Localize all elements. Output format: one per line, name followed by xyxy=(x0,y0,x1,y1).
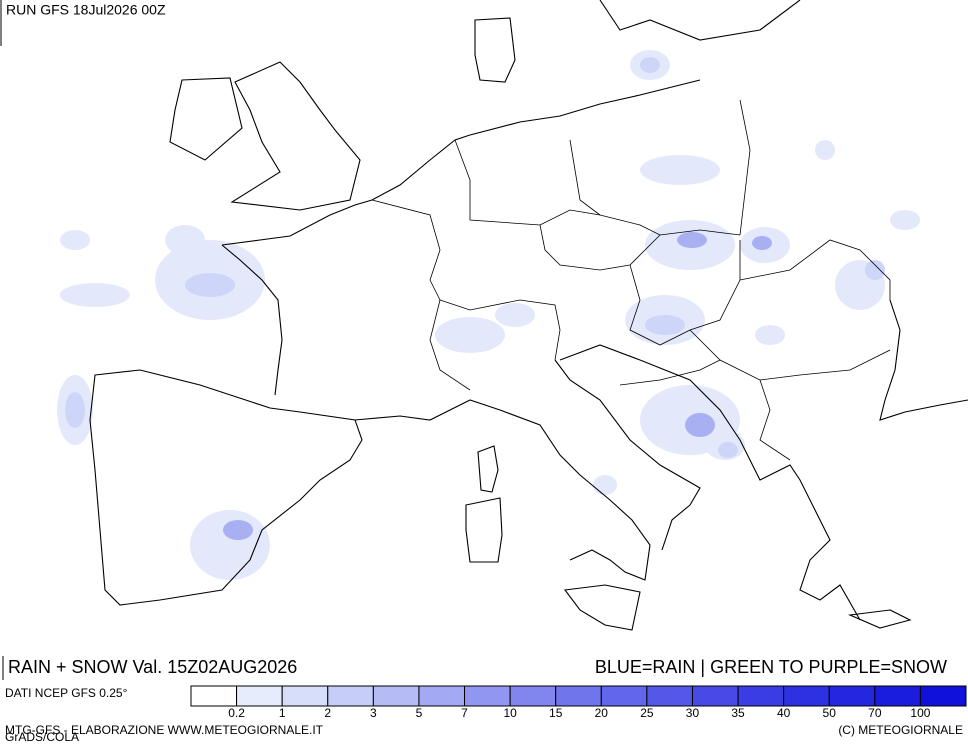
legend-label: 1 xyxy=(279,706,286,720)
borders xyxy=(371,99,891,461)
legend-label: 7 xyxy=(461,706,468,720)
legend-label: 100 xyxy=(910,706,930,720)
legend-swatch xyxy=(646,685,693,707)
legend-swatch xyxy=(783,685,830,707)
legend-label: 0.2 xyxy=(228,706,245,720)
legend-swatch xyxy=(691,685,739,707)
legend-swatch xyxy=(281,685,329,707)
legend-swatch xyxy=(919,685,967,707)
legend-label: 10 xyxy=(503,706,517,720)
color-legend: 0.2 1 2 3 5 7 10 15 20 25 30 35 40 50 70 100 xyxy=(190,685,967,720)
copyright: (C) METEOGIORNALE xyxy=(838,723,963,737)
map-title: RAIN + SNOW Val. 15Z02AUG2026 xyxy=(8,657,297,677)
legend-label: 2 xyxy=(324,706,331,720)
run-label: RUN GFS 18Jul2026 00Z xyxy=(6,2,166,18)
legend-label: 40 xyxy=(777,706,791,720)
legend-swatch xyxy=(874,685,921,707)
legend-label: 5 xyxy=(416,706,423,720)
legend-swatch xyxy=(464,685,511,707)
data-source: DATI NCEP GFS 0.25° xyxy=(5,686,128,700)
precipitation xyxy=(57,50,920,580)
map xyxy=(57,0,968,631)
legend-label: 70 xyxy=(868,706,882,720)
legend-swatch xyxy=(509,685,557,707)
legend-swatch xyxy=(555,685,602,707)
legend-label: 15 xyxy=(549,706,563,720)
legend-swatch xyxy=(190,685,238,707)
legend-note: BLUE=RAIN | GREEN TO PURPLE=SNOW xyxy=(595,657,947,677)
legend-swatch xyxy=(236,685,283,707)
credit-overlap: GrADS/COLA xyxy=(5,730,79,744)
legend-swatch xyxy=(418,685,466,707)
legend-swatch xyxy=(327,685,374,707)
coastlines xyxy=(89,0,968,631)
legend-label: 3 xyxy=(370,706,377,720)
legend-swatch xyxy=(600,685,648,707)
legend-label: 30 xyxy=(686,706,700,720)
legend-label: 50 xyxy=(823,706,837,720)
legend-label: 20 xyxy=(595,706,609,720)
legend-swatch xyxy=(372,685,420,707)
legend-swatch xyxy=(737,685,785,707)
credit: MTG-GFS - ELABORAZIONE WWW.METEOGIORNALE… xyxy=(5,723,324,737)
legend-swatch xyxy=(828,685,876,707)
legend-label: 35 xyxy=(731,706,745,720)
legend-label: 25 xyxy=(640,706,654,720)
